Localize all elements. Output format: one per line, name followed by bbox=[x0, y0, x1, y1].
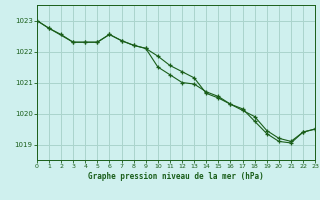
X-axis label: Graphe pression niveau de la mer (hPa): Graphe pression niveau de la mer (hPa) bbox=[88, 172, 264, 181]
